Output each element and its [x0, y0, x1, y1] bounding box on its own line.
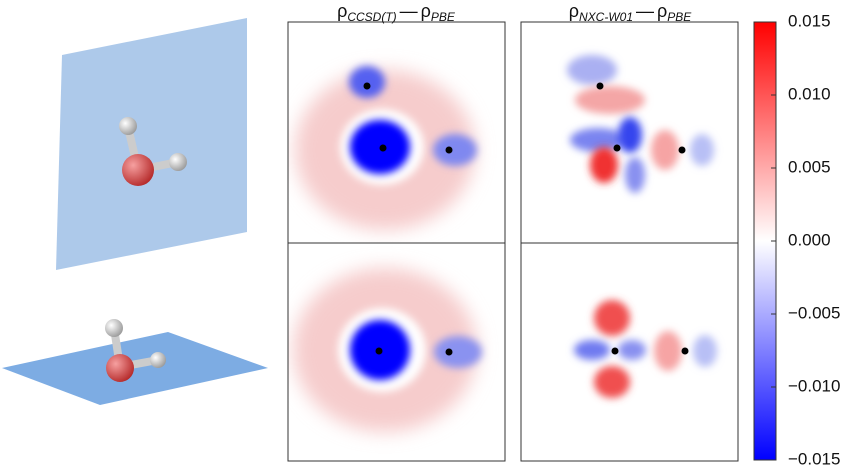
- subscript: CCSD(T): [347, 10, 396, 24]
- molecule-horizontal-plane: [2, 319, 268, 405]
- tick-label: 0.010: [788, 84, 831, 103]
- tick-label: 0.005: [788, 157, 831, 176]
- subscript: PBE: [431, 10, 456, 24]
- dash: —: [400, 1, 418, 21]
- molecule-vertical-plane: [56, 18, 247, 270]
- tick-label: −0.010: [788, 376, 840, 395]
- panel-title: ρCCSD(T) — ρPBE: [337, 1, 456, 24]
- rho: ρ: [421, 1, 431, 21]
- rho: ρ: [569, 1, 579, 21]
- rho: ρ: [657, 1, 667, 21]
- density-map: [293, 268, 482, 432]
- tick-label: 0.000: [788, 230, 831, 249]
- panel-frames: [287, 21, 739, 462]
- panel-title: ρNXC-W01— ρPBE: [569, 1, 693, 24]
- rho: ρ: [337, 1, 347, 21]
- tick-label: −0.015: [788, 449, 840, 468]
- density-map: [567, 55, 714, 193]
- subscript: PBE: [667, 10, 692, 24]
- density-map: [574, 300, 717, 398]
- subscript: NXC-W01: [579, 10, 633, 24]
- tick-label: −0.005: [788, 303, 840, 322]
- dash: —: [636, 1, 654, 21]
- density-map: [295, 66, 477, 230]
- tick-label: 0.015: [788, 11, 831, 30]
